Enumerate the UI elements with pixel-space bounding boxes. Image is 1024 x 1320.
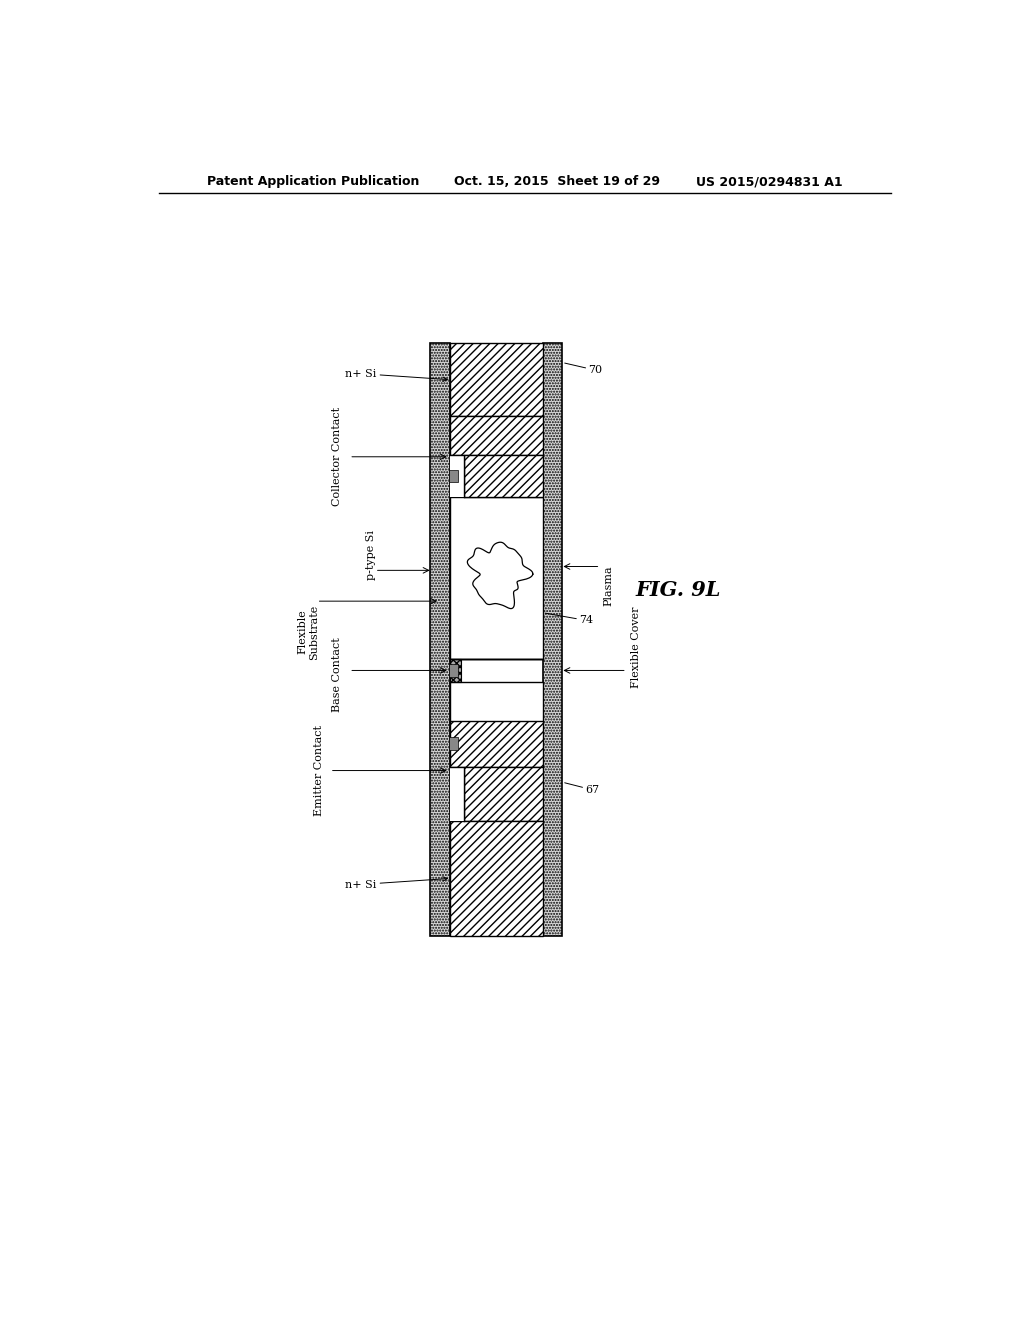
Text: 67: 67 — [564, 783, 599, 795]
Text: Flexible Cover: Flexible Cover — [631, 607, 641, 688]
Text: 74: 74 — [546, 614, 593, 626]
Text: p-type Si: p-type Si — [366, 529, 376, 579]
Text: n+ Si: n+ Si — [345, 876, 447, 890]
Bar — [450, 767, 464, 821]
Bar — [450, 821, 543, 936]
Text: Flexible
Substrate: Flexible Substrate — [298, 605, 319, 660]
Bar — [464, 767, 543, 821]
Bar — [449, 738, 458, 750]
Bar — [449, 470, 458, 482]
Text: n+ Si: n+ Si — [345, 368, 447, 381]
Bar — [450, 659, 461, 682]
Bar — [450, 455, 464, 498]
Text: US 2015/0294831 A1: US 2015/0294831 A1 — [696, 176, 843, 187]
Text: Oct. 15, 2015  Sheet 19 of 29: Oct. 15, 2015 Sheet 19 of 29 — [454, 176, 659, 187]
Bar — [464, 455, 543, 498]
Text: Emitter Contact: Emitter Contact — [314, 725, 325, 816]
Text: FIG. 9L: FIG. 9L — [636, 579, 721, 599]
Text: Base Contact: Base Contact — [332, 638, 342, 711]
Bar — [450, 682, 543, 721]
Bar — [450, 416, 543, 455]
Bar — [543, 343, 562, 936]
Text: Collector Contact: Collector Contact — [332, 407, 342, 507]
Bar — [449, 664, 458, 677]
Bar — [450, 721, 543, 767]
Polygon shape — [467, 543, 532, 609]
Text: Patent Application Publication: Patent Application Publication — [207, 176, 420, 187]
Text: Plasma: Plasma — [603, 565, 613, 606]
Bar — [430, 343, 450, 936]
Text: 70: 70 — [564, 363, 602, 375]
Bar — [450, 343, 543, 416]
Bar — [450, 498, 543, 659]
